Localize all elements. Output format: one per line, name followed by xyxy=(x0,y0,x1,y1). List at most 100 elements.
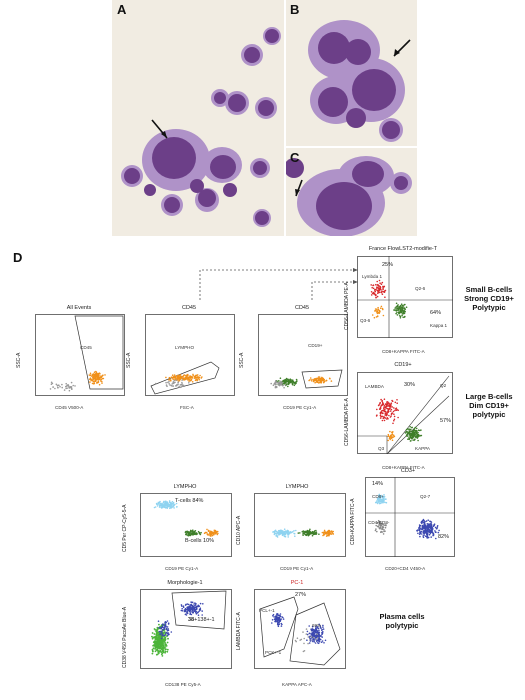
event-dot xyxy=(175,379,178,381)
event-dot xyxy=(154,506,157,508)
event-dot xyxy=(381,290,383,293)
event-dot xyxy=(372,292,375,295)
lympho-cd5-ylabel: CD5 Per CP-Cy5-5-A xyxy=(122,504,128,552)
event-dot xyxy=(163,639,165,642)
event-dot xyxy=(378,285,380,287)
event-dot xyxy=(97,377,100,380)
event-dot xyxy=(378,288,381,290)
event-dot xyxy=(160,630,162,632)
event-dot xyxy=(280,380,282,383)
event-dot xyxy=(401,308,403,311)
event-dot xyxy=(171,500,174,503)
event-dot xyxy=(299,532,301,534)
event-dot xyxy=(197,376,199,379)
event-dot xyxy=(313,634,315,637)
event-dot xyxy=(330,531,332,533)
event-dot xyxy=(423,534,425,536)
event-dot xyxy=(316,627,319,629)
event-dot xyxy=(193,375,196,378)
event-dot xyxy=(395,407,398,409)
event-dot xyxy=(380,283,383,285)
event-dot xyxy=(376,280,378,283)
event-dot xyxy=(165,376,167,379)
event-dot xyxy=(411,432,413,435)
event-dot xyxy=(312,640,314,643)
event-dot xyxy=(294,383,297,385)
event-dot xyxy=(167,637,169,640)
event-dot xyxy=(389,416,392,418)
event-dot xyxy=(171,374,174,376)
event-dot xyxy=(419,435,421,437)
event-dot xyxy=(274,386,277,389)
event-dot xyxy=(279,382,282,385)
event-dot xyxy=(302,530,305,532)
event-dot xyxy=(155,638,157,641)
event-dot xyxy=(328,530,331,533)
event-dot xyxy=(189,377,192,379)
event-dot xyxy=(436,525,439,527)
event-dot xyxy=(163,506,166,509)
event-dot xyxy=(168,376,171,379)
event-dot xyxy=(184,604,187,606)
event-dot xyxy=(421,528,424,531)
event-dot xyxy=(318,623,320,626)
event-dot xyxy=(407,438,409,440)
event-dot xyxy=(399,315,402,318)
event-dot xyxy=(98,372,101,374)
event-dot xyxy=(302,534,304,536)
event-dot xyxy=(390,413,393,415)
event-dot xyxy=(152,641,155,644)
event-dot xyxy=(93,371,96,373)
event-dot xyxy=(186,374,188,376)
event-dot xyxy=(375,500,378,502)
event-dot xyxy=(426,524,429,527)
event-dot xyxy=(89,372,92,375)
event-dot xyxy=(281,530,284,533)
event-dot xyxy=(177,377,179,380)
event-dot xyxy=(398,305,400,308)
event-dot xyxy=(191,381,194,383)
event-dot xyxy=(328,535,330,537)
event-dot xyxy=(396,402,398,404)
event-dot xyxy=(400,307,402,309)
event-dot xyxy=(318,632,320,635)
event-dot xyxy=(156,647,158,649)
event-dot xyxy=(376,295,379,298)
event-dot xyxy=(384,417,386,419)
event-dot xyxy=(411,434,414,437)
event-dot xyxy=(158,635,160,638)
event-dot xyxy=(405,306,408,308)
event-dot xyxy=(380,494,383,497)
event-dot xyxy=(166,620,169,622)
event-dot xyxy=(96,382,98,384)
morphologie-gate-rest: +138+-1 xyxy=(194,617,215,623)
event-dot xyxy=(381,307,384,310)
event-dot xyxy=(195,607,198,609)
event-dot xyxy=(380,502,382,504)
event-dot xyxy=(318,533,320,535)
event-dot xyxy=(399,317,402,319)
event-dot xyxy=(433,524,435,526)
event-dot xyxy=(412,439,414,441)
event-dot xyxy=(430,536,432,538)
event-dot xyxy=(160,651,163,654)
event-dot xyxy=(200,531,202,534)
event-dot xyxy=(389,410,392,412)
event-dot xyxy=(188,378,191,380)
event-dot xyxy=(91,374,94,377)
event-dot xyxy=(405,428,408,431)
event-dot xyxy=(427,537,429,539)
cd45-fsc-plot xyxy=(145,314,235,396)
event-dot xyxy=(152,636,155,639)
event-dot xyxy=(186,612,189,615)
event-dot xyxy=(287,536,289,538)
event-dot xyxy=(70,381,73,384)
event-dot xyxy=(178,378,181,380)
event-dot xyxy=(201,614,203,616)
event-dot xyxy=(161,503,163,506)
event-dot xyxy=(383,291,385,293)
event-dot xyxy=(72,384,74,387)
event-dot xyxy=(313,641,316,643)
event-dot xyxy=(293,384,296,387)
event-dot xyxy=(159,631,161,633)
